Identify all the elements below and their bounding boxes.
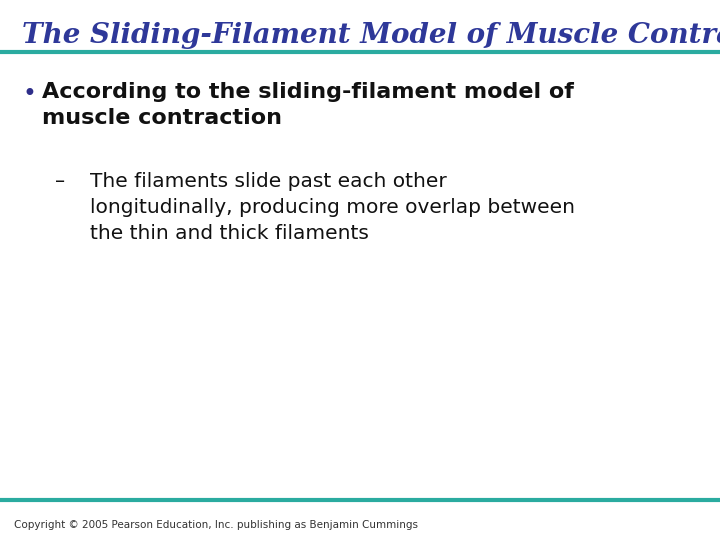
Text: –: –: [55, 172, 65, 191]
Text: •: •: [22, 82, 36, 106]
Text: the thin and thick filaments: the thin and thick filaments: [90, 224, 369, 243]
Text: The filaments slide past each other: The filaments slide past each other: [90, 172, 446, 191]
Text: longitudinally, producing more overlap between: longitudinally, producing more overlap b…: [90, 198, 575, 217]
Text: The Sliding-Filament Model of Muscle Contraction: The Sliding-Filament Model of Muscle Con…: [22, 22, 720, 49]
Text: muscle contraction: muscle contraction: [42, 108, 282, 128]
Text: Copyright © 2005 Pearson Education, Inc. publishing as Benjamin Cummings: Copyright © 2005 Pearson Education, Inc.…: [14, 520, 418, 530]
Text: According to the sliding-filament model of: According to the sliding-filament model …: [42, 82, 574, 102]
